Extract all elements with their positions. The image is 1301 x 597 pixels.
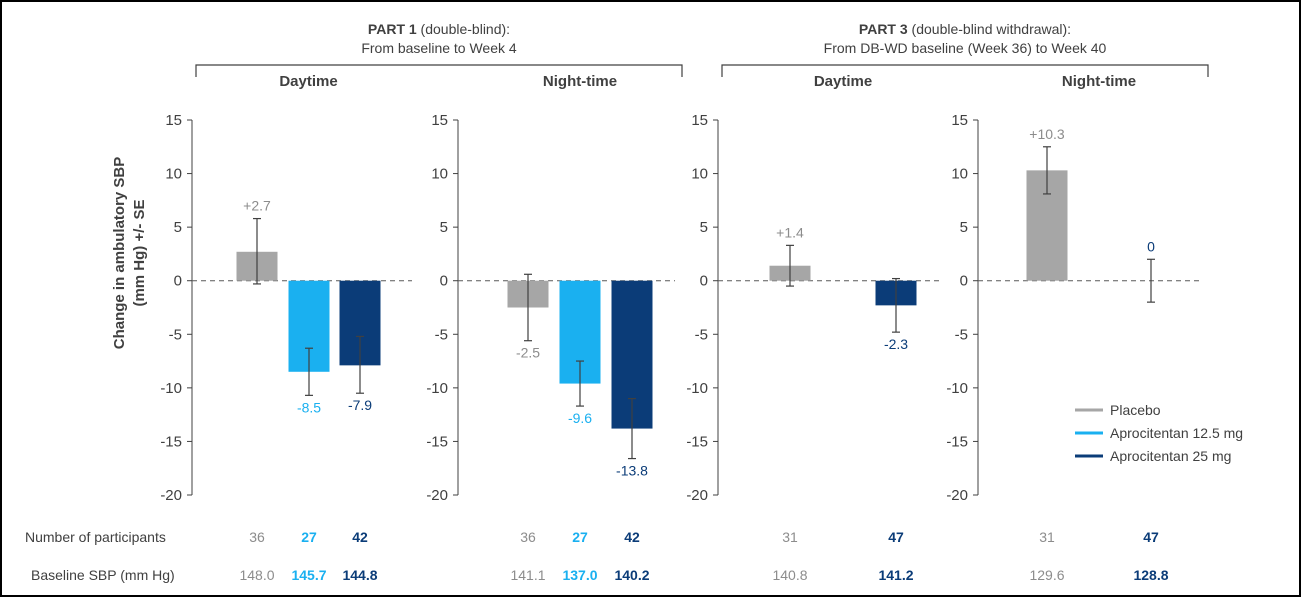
y-tick-label: 5: [700, 219, 708, 236]
panel-title: Night-time: [1062, 73, 1136, 90]
panel-3: 15 10 5 0 -5 -10 -15 -20 Daytime +1.4 31 140.8 -2.3 4…: [686, 73, 940, 583]
baseline-value: 145.7: [291, 567, 326, 583]
y-tick-label: 5: [960, 219, 968, 236]
part3-bracket: [721, 64, 1209, 77]
y-tick-label: -5: [955, 326, 968, 343]
part3-title-rest: (double-blind withdrawal):: [908, 21, 1071, 37]
legend: Placebo Aprocitentan 12.5 mg Aprocitenta…: [1075, 402, 1243, 464]
participants-value: 42: [624, 529, 640, 545]
participants-value: 27: [572, 529, 588, 545]
y-tick-label: -15: [686, 433, 708, 450]
y-tick-label: -20: [686, 487, 708, 504]
bar-value-label: +2.7: [243, 198, 271, 214]
participants-row-label: Number of participants: [25, 529, 166, 545]
participants-value: 27: [301, 529, 317, 545]
y-tick-label: 15: [165, 112, 182, 129]
y-tick-label: 10: [165, 166, 182, 183]
y-tick-label: 0: [440, 273, 448, 290]
bar-value-label: +10.3: [1029, 126, 1065, 142]
part1-title: PART 1 (double-blind):: [368, 21, 510, 37]
baseline-value: 137.0: [562, 567, 597, 583]
y-tick-label: 5: [440, 219, 448, 236]
part3-title-bold: PART 3: [859, 21, 908, 37]
baseline-value: 129.6: [1029, 567, 1064, 583]
y-tick-label: -15: [160, 433, 182, 450]
y-tick-label: 10: [691, 166, 708, 183]
panel-title: Daytime: [814, 73, 872, 90]
legend-label-aprocitentan-12-5: Aprocitentan 12.5 mg: [1110, 425, 1243, 441]
bar-value-label: 0: [1147, 238, 1155, 254]
participants-value: 42: [352, 529, 368, 545]
y-tick-label: -20: [946, 487, 968, 504]
y-tick-label: -5: [169, 326, 182, 343]
baseline-value: 141.2: [878, 567, 913, 583]
bar-value-label: -13.8: [616, 463, 648, 479]
panel-title: Daytime: [279, 73, 337, 90]
panel-2: 15 10 5 0 -5 -10 -15 -20 Night-time -2.5 36 141.1 -9…: [426, 73, 675, 583]
bar-value-label: +1.4: [776, 224, 804, 240]
participants-value: 36: [249, 529, 265, 545]
y-tick-label: 5: [174, 219, 182, 236]
y-tick-label: -5: [435, 326, 448, 343]
participants-value: 47: [1143, 529, 1159, 545]
bar-value-label: -7.9: [348, 397, 372, 413]
y-tick-label: 0: [960, 273, 968, 290]
baseline-row-label: Baseline SBP (mm Hg): [31, 567, 175, 583]
y-tick-label: 15: [691, 112, 708, 129]
y-tick-label: -5: [695, 326, 708, 343]
bar-value-label: -2.3: [884, 336, 908, 352]
participants-value: 31: [1039, 529, 1055, 545]
panel-4: 15 10 5 0 -5 -10 -15 -20 Night-time +10.3 31 129.6 0…: [946, 73, 1200, 583]
baseline-value: 140.8: [772, 567, 807, 583]
participants-value: 31: [782, 529, 798, 545]
baseline-value: 144.8: [342, 567, 377, 583]
bar-value-label: -8.5: [297, 399, 321, 415]
baseline-value: 141.1: [510, 567, 545, 583]
y-tick-label: -20: [160, 487, 182, 504]
y-tick-label: 10: [431, 166, 448, 183]
panel-1: 15 10 5 0 -5 -10 -15 -20 Daytime +2.7 36 148.0 -8.5 2…: [160, 73, 412, 583]
baseline-value: 148.0: [239, 567, 274, 583]
legend-label-aprocitentan-25: Aprocitentan 25 mg: [1110, 448, 1231, 464]
y-tick-label: 0: [700, 273, 708, 290]
part1-title-rest: (double-blind):: [417, 21, 510, 37]
baseline-value: 140.2: [614, 567, 649, 583]
participants-value: 36: [520, 529, 536, 545]
part1-title-bold: PART 1: [368, 21, 417, 37]
y-tick-label: -20: [426, 487, 448, 504]
baseline-value: 128.8: [1133, 567, 1168, 583]
part1-bracket: [195, 64, 683, 77]
y-tick-label: -15: [426, 433, 448, 450]
part3-title: PART 3 (double-blind withdrawal):: [859, 21, 1071, 37]
y-tick-label: -10: [160, 380, 182, 397]
y-tick-label: 10: [951, 166, 968, 183]
part1-subtitle: From baseline to Week 4: [361, 40, 517, 56]
part3-subtitle: From DB-WD baseline (Week 36) to Week 40: [824, 40, 1107, 56]
panels-group: 15 10 5 0 -5 -10 -15 -20 Daytime +2.7 36 148.0 -8.5 2…: [160, 73, 1200, 583]
y-axis-title-line2: (mm Hg) +/- SE: [131, 199, 148, 306]
y-tick-label: 15: [431, 112, 448, 129]
bar-value-label: -2.5: [516, 345, 540, 361]
legend-label-placebo: Placebo: [1110, 402, 1161, 418]
participants-value: 47: [888, 529, 904, 545]
y-tick-label: -10: [686, 380, 708, 397]
y-tick-label: -10: [946, 380, 968, 397]
y-tick-label: -15: [946, 433, 968, 450]
y-axis-title-line1: Change in ambulatory SBP: [111, 157, 128, 350]
y-tick-label: 15: [951, 112, 968, 129]
y-tick-label: 0: [174, 273, 182, 290]
bar-value-label: -9.6: [568, 410, 592, 426]
panel-title: Night-time: [543, 73, 617, 90]
y-tick-label: -10: [426, 380, 448, 397]
